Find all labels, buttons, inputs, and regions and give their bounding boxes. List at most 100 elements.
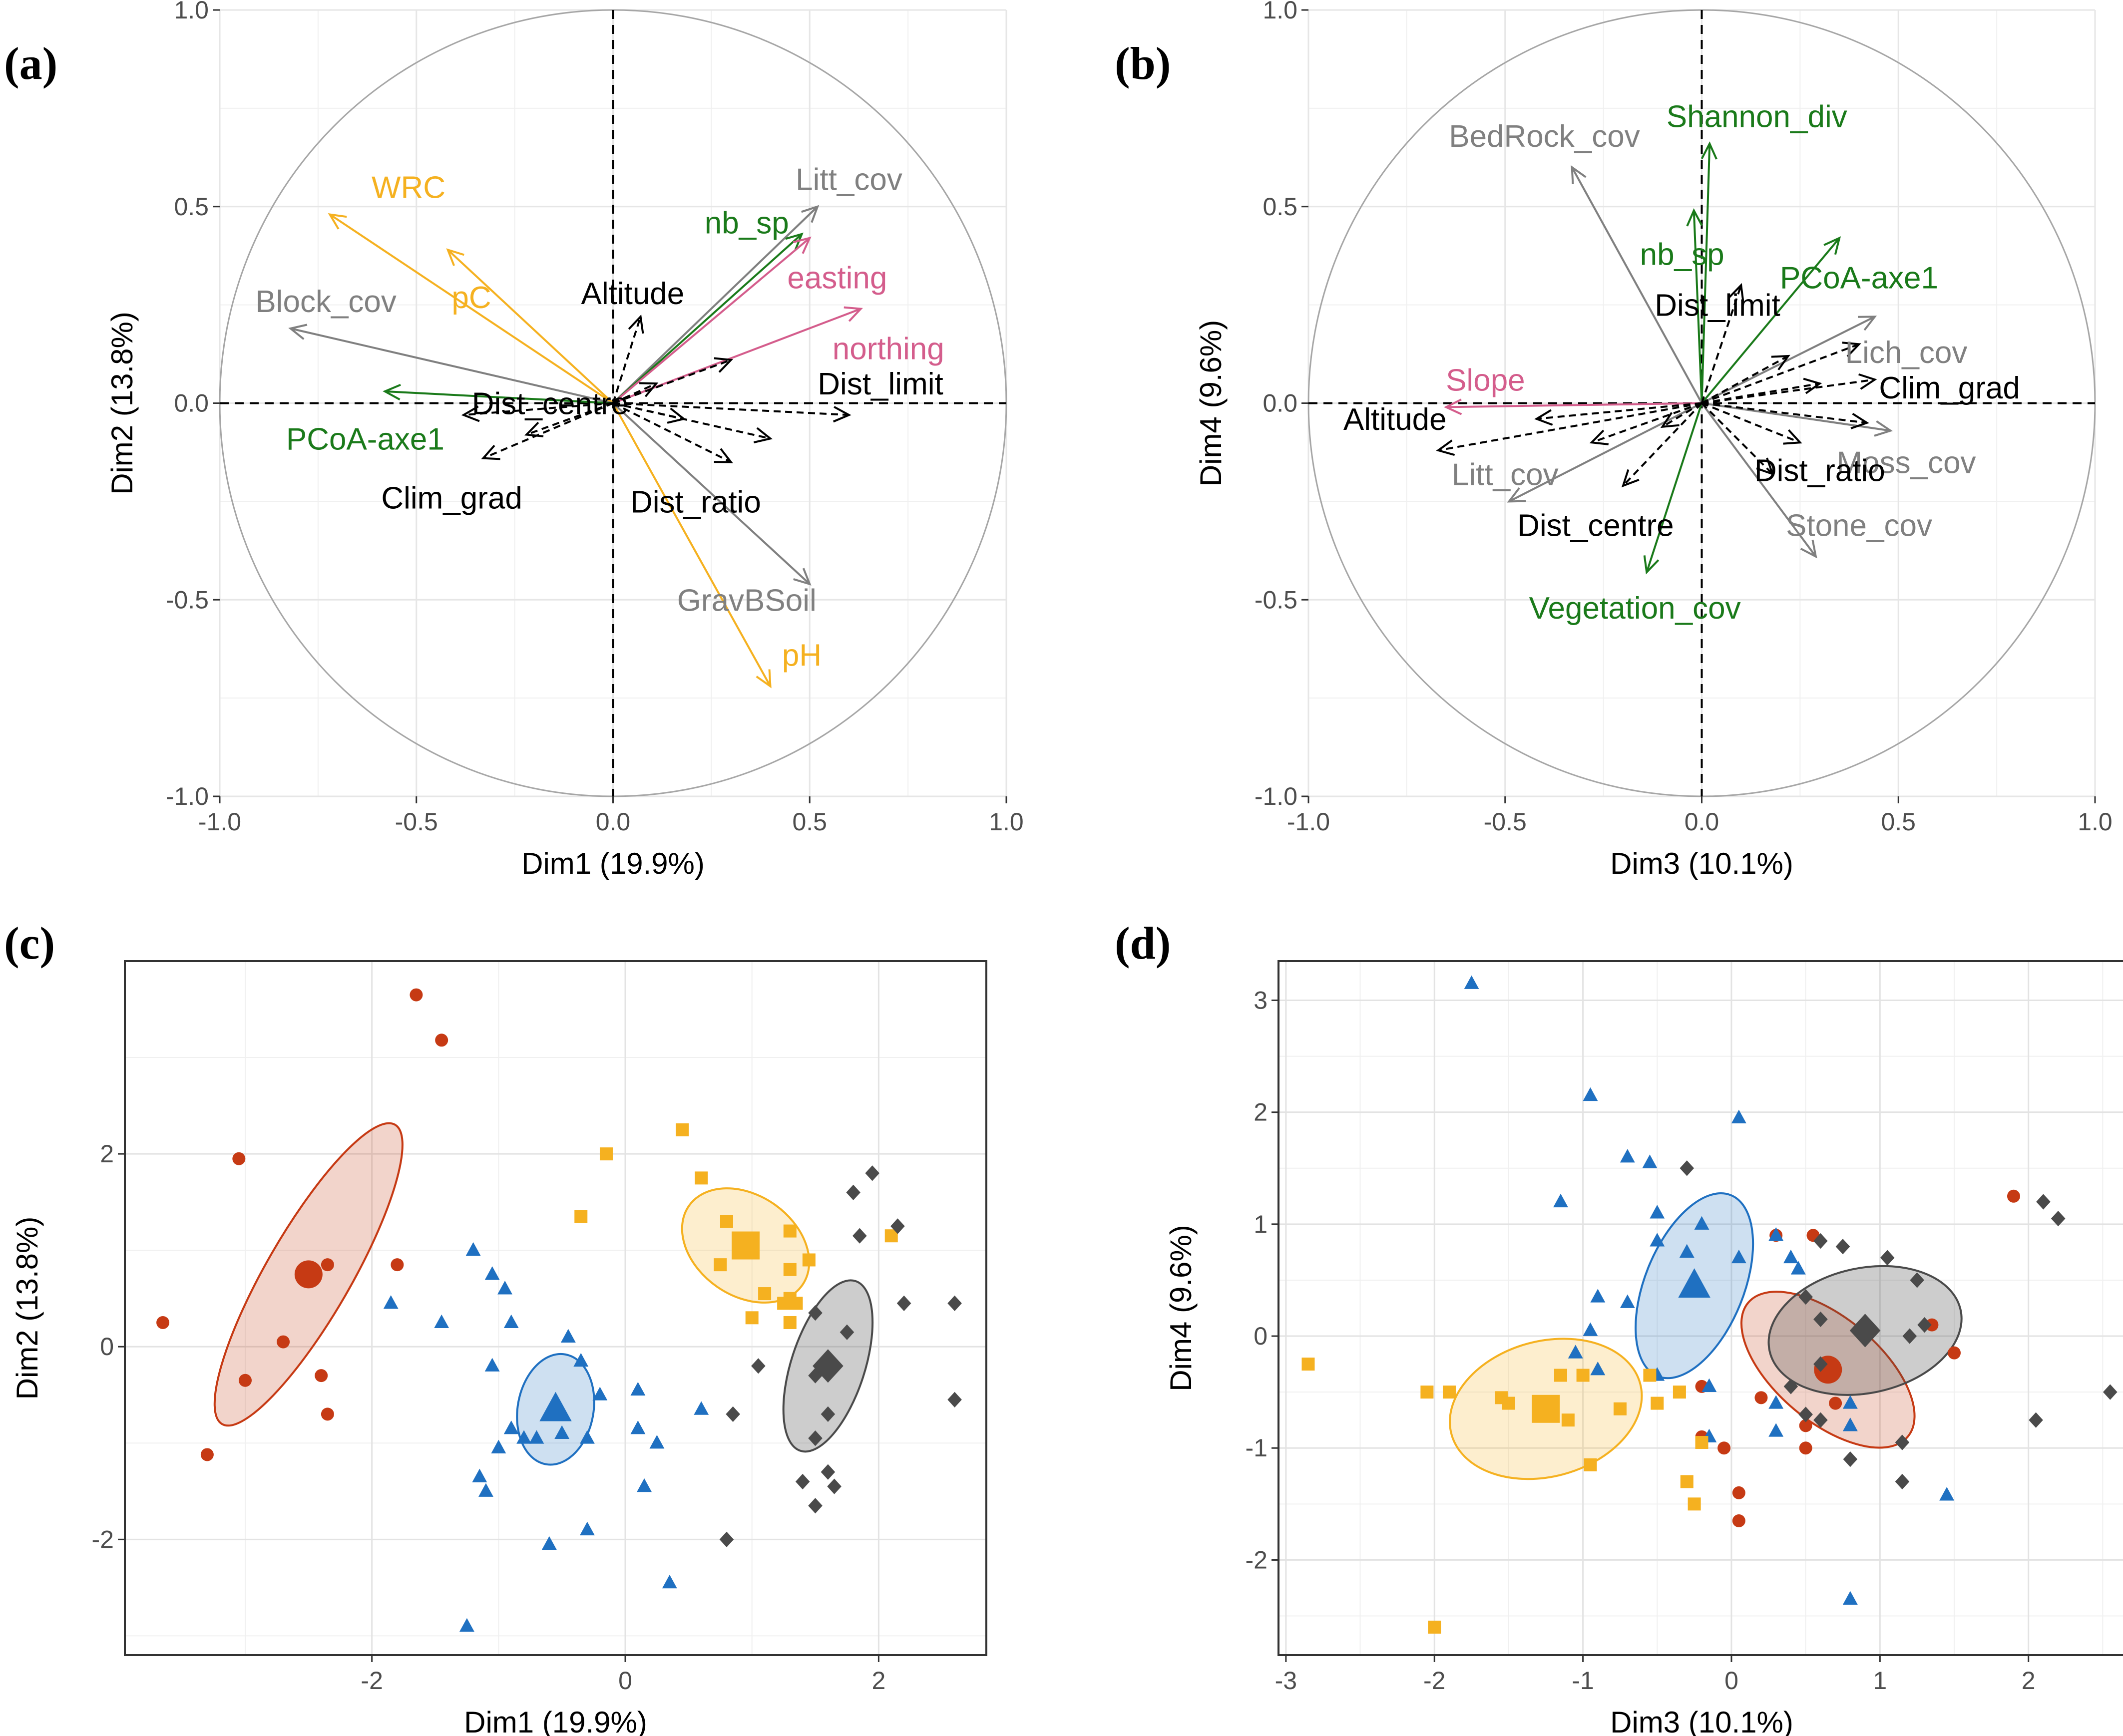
arrow-unlabeled-17 xyxy=(612,358,732,404)
point-blue xyxy=(1768,1227,1784,1241)
arrowhead-dist-limit xyxy=(833,406,851,423)
label-pcoa-axe1: PCoA-axe1 xyxy=(286,422,444,456)
x-axis-title: Dim1 (19.9%) xyxy=(464,1706,647,1736)
point-dark xyxy=(865,1165,879,1181)
label-gravbsoil: GravBSoil xyxy=(677,583,817,618)
arrow-unlabeled-21 xyxy=(1662,402,1702,428)
label-block-cov: Block_cov xyxy=(255,285,397,319)
label-slope: Slope xyxy=(1446,363,1525,397)
x-tick-label: 1 xyxy=(1873,1667,1887,1695)
arrowhead-dist-ratio xyxy=(714,448,733,463)
point-blue xyxy=(1620,1294,1635,1308)
point-blue xyxy=(592,1387,608,1400)
y-tick-label: 1.0 xyxy=(1263,0,1297,24)
arrowhead-moss-cov xyxy=(1874,420,1893,437)
label-litt-cov: Litt_cov xyxy=(1452,457,1559,492)
x-tick-label: 2 xyxy=(871,1667,885,1695)
y-axis-title: Dim4 (9.6%) xyxy=(1164,1225,1198,1391)
point-dark xyxy=(821,1464,836,1480)
arrow-pcoa-axe1 xyxy=(1700,237,1840,404)
plot-background xyxy=(1278,961,2123,1655)
point-red xyxy=(315,1369,328,1383)
point-yellow xyxy=(745,1311,759,1325)
point-blue xyxy=(1768,1423,1784,1437)
y-tick-label: -1.0 xyxy=(1255,782,1297,810)
arrowhead-unlabeled-21 xyxy=(1660,412,1680,428)
point-dark xyxy=(2103,1384,2118,1400)
point-blue xyxy=(1464,975,1479,989)
arrow-stone-cov xyxy=(1700,402,1817,557)
point-yellow xyxy=(783,1263,797,1276)
label-lich-cov: Lich_cov xyxy=(1845,336,1968,370)
x-axis-title: Dim1 (19.9%) xyxy=(521,847,705,880)
y-tick-label: 2 xyxy=(1254,1098,1268,1126)
arrowhead-stone-cov xyxy=(1800,539,1817,559)
arrowhead-altitude xyxy=(1436,439,1455,456)
panel-b-correlation-circle: Shannon_div nb_sp PCoA-axe1 Vegetation_cov B… xyxy=(1194,0,2113,880)
x-tick-label: 0.5 xyxy=(1881,808,1916,836)
arrowhead-clim-grad xyxy=(481,444,500,460)
arrow-nb-sp xyxy=(612,233,803,404)
point-dark xyxy=(1813,1412,1828,1428)
point-blue xyxy=(478,1483,493,1497)
arrowhead-unlabeled-18 xyxy=(1771,354,1790,370)
y-axis-title: Dim4 (9.6%) xyxy=(1194,320,1228,486)
y-tick-label: 0.5 xyxy=(174,193,209,221)
y-tick-label: -1 xyxy=(1246,1434,1268,1462)
point-yellow xyxy=(783,1316,797,1329)
point-yellow xyxy=(714,1258,727,1272)
point-yellow xyxy=(1502,1396,1515,1410)
point-yellow xyxy=(676,1123,689,1136)
point-blue xyxy=(573,1353,589,1367)
point-blue xyxy=(1590,1362,1606,1376)
point-blue xyxy=(1731,1109,1746,1123)
point-yellow xyxy=(1651,1396,1664,1410)
arrow-unlabeled-18 xyxy=(1701,355,1789,404)
point-red xyxy=(435,1034,448,1047)
arrowhead-slope xyxy=(1444,398,1462,415)
arrow-northing xyxy=(612,308,861,404)
arrow-unlabeled-18 xyxy=(613,402,684,420)
y-tick-label: 2 xyxy=(100,1140,114,1168)
point-blue xyxy=(1583,1322,1598,1336)
point-dark xyxy=(846,1184,860,1200)
y-tick-label: 0 xyxy=(1254,1322,1268,1350)
label-pcoa-axe1: PCoA-axe1 xyxy=(1780,261,1938,296)
point-blue xyxy=(1842,1591,1858,1605)
point-dark xyxy=(1813,1233,1828,1249)
point-yellow xyxy=(1442,1386,1456,1399)
x-tick-label: -2 xyxy=(361,1667,383,1695)
x-tick-label: 1.0 xyxy=(989,808,1024,836)
label-nb-sp: nb_sp xyxy=(1640,237,1724,272)
point-dark xyxy=(1798,1406,1813,1422)
y-tick-label: 1.0 xyxy=(174,0,209,24)
arrowhead-nb-sp xyxy=(785,232,804,251)
point-blue xyxy=(1783,1249,1798,1264)
arrowhead-dist-limit xyxy=(1728,283,1744,303)
arrowhead-easting xyxy=(793,236,812,254)
arrowhead-pcoa-axe1 xyxy=(383,383,401,400)
x-tick-label: -1.0 xyxy=(1287,808,1330,836)
arrow-dist-limit xyxy=(613,402,849,416)
point-blue xyxy=(649,1435,665,1449)
arrow-dist-ratio xyxy=(612,402,732,463)
arrow-dist-centre xyxy=(463,402,613,416)
point-dark xyxy=(1917,1317,1932,1333)
point-dark xyxy=(947,1391,962,1408)
arrow-unlabeled-22 xyxy=(1701,402,1773,475)
x-tick-label: 0 xyxy=(618,1667,632,1695)
point-red xyxy=(1754,1391,1768,1404)
x-tick-label: -0.5 xyxy=(1484,808,1527,836)
point-dark xyxy=(795,1473,810,1490)
arrowhead-unlabeled-19 xyxy=(639,382,659,397)
arrow-altitude xyxy=(1438,402,1702,451)
point-dark xyxy=(1798,1289,1813,1305)
point-yellow xyxy=(1428,1620,1441,1634)
point-blue xyxy=(484,1358,500,1372)
arrowhead-unlabeled-18 xyxy=(667,407,686,424)
point-blue xyxy=(1650,1233,1665,1247)
point-red xyxy=(1925,1318,1939,1332)
point-dark xyxy=(896,1295,911,1311)
label-litt-cov: Litt_cov xyxy=(796,163,902,197)
label-easting: easting xyxy=(787,261,887,296)
